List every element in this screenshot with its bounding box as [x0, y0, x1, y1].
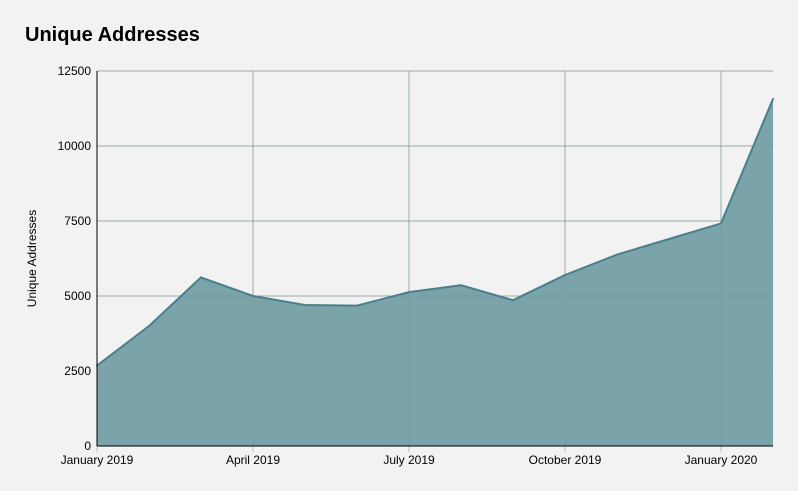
- data-point: [668, 238, 670, 240]
- chart-title: Unique Addresses: [25, 24, 200, 46]
- area-line: [96, 98, 774, 367]
- axis-layer: [96, 71, 773, 447]
- x-tick-label: January 2020: [685, 453, 758, 467]
- x-tick-label: April 2019: [226, 453, 280, 467]
- y-tick-label: 7500: [64, 214, 91, 228]
- data-point: [304, 304, 306, 306]
- data-point: [148, 325, 150, 327]
- x-tick-label: October 2019: [529, 453, 602, 467]
- area-fill: [97, 98, 773, 447]
- data-point: [512, 299, 514, 302]
- y-tick-label: 2500: [64, 364, 91, 378]
- label-layer: 0 2500 5000 7500 10000 12500 January 2019 April…: [25, 64, 758, 467]
- data-point: [252, 295, 254, 297]
- data-point: [564, 274, 566, 276]
- y-tick-label: 10000: [58, 139, 92, 153]
- data-point: [200, 276, 202, 279]
- data-point: [616, 253, 618, 256]
- x-tick-label: July 2019: [383, 453, 435, 467]
- data-point: [408, 291, 410, 294]
- y-tick-label: 12500: [58, 64, 92, 78]
- data-point: [460, 284, 462, 287]
- area-layer: [96, 70, 774, 447]
- x-tick-label: January 2019: [61, 453, 134, 467]
- data-point: [720, 222, 722, 225]
- y-axis-title: Unique Addresses: [25, 210, 39, 307]
- data-point: [356, 304, 358, 307]
- y-tick-label: 0: [84, 439, 91, 453]
- y-tick-label: 5000: [64, 289, 91, 303]
- data-point: [772, 97, 774, 100]
